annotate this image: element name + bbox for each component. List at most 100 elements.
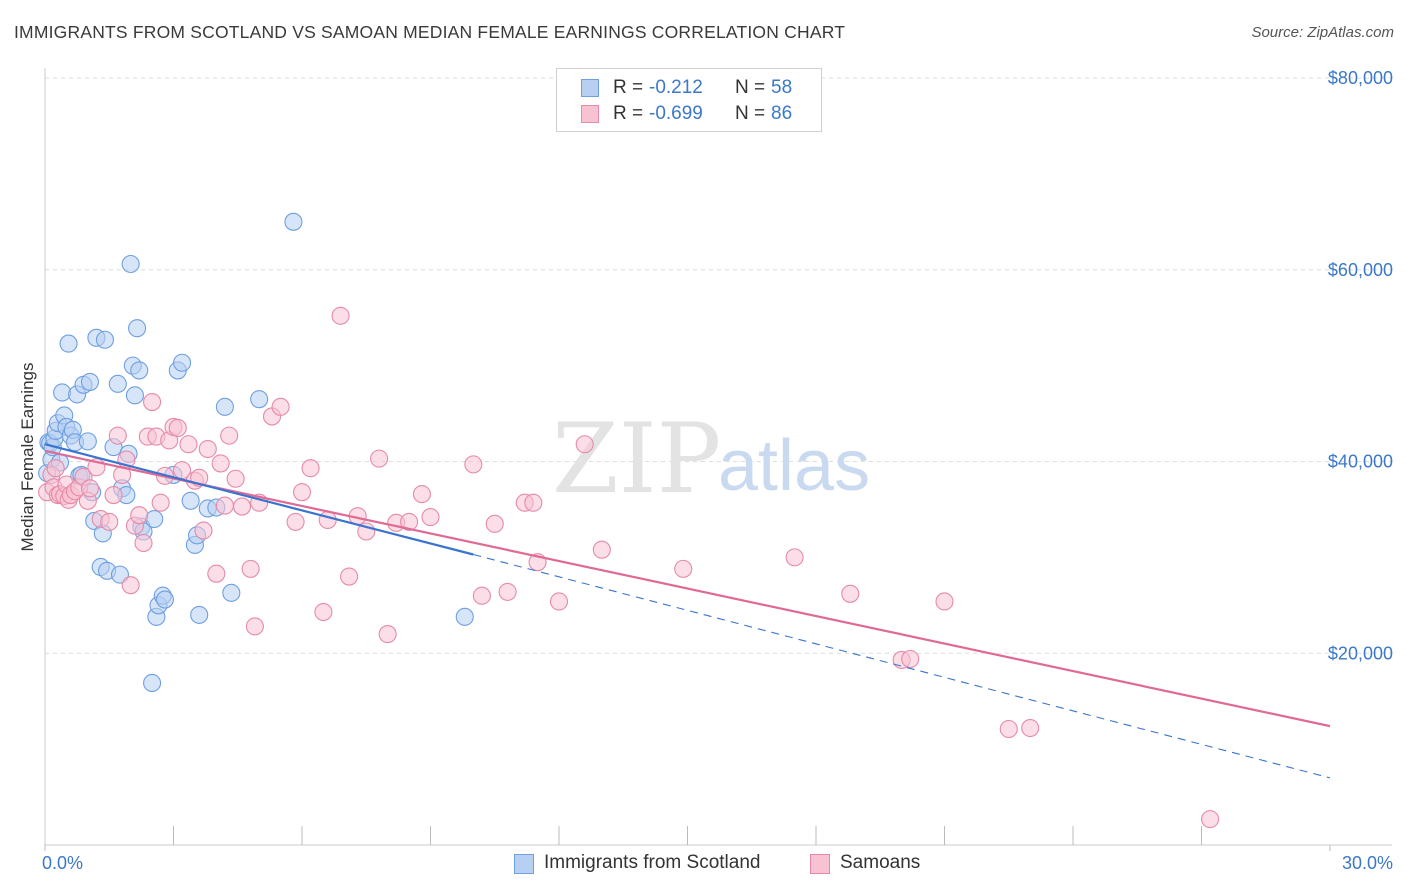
scotland-point: [80, 372, 100, 391]
legend-swatch-samoan: [581, 105, 599, 123]
samoan-trend-line: [44, 449, 1331, 728]
samoan-point: [370, 449, 389, 468]
samoan-point: [130, 506, 149, 525]
scotland-point: [284, 212, 303, 231]
scotland-trend-extension: [473, 553, 1331, 779]
samoan-point: [575, 435, 594, 454]
samoan-point: [226, 469, 245, 488]
y-tick-label: $60,000: [1328, 260, 1393, 280]
scotland-point: [125, 386, 144, 405]
scotland-point: [128, 319, 147, 338]
samoan-point: [318, 510, 337, 530]
y-tick-label: $80,000: [1328, 68, 1393, 88]
legend-n-label: N =: [735, 77, 766, 98]
chart-title: IMMIGRANTS FROM SCOTLAND VS SAMOAN MEDIA…: [14, 22, 846, 42]
samoan-point: [168, 418, 187, 437]
y-tick-label: $20,000: [1328, 643, 1393, 663]
samoan-point: [498, 582, 517, 601]
scotland-point: [250, 390, 269, 409]
samoan-point: [121, 576, 140, 595]
bottom-legend-swatch-samoan: [810, 854, 830, 874]
samoan-point: [1201, 810, 1220, 829]
scotland-point: [53, 383, 72, 402]
samoan-point: [592, 540, 611, 559]
scotland-point: [108, 374, 127, 393]
samoan-point: [674, 559, 693, 578]
samoan-point: [211, 454, 230, 473]
scotland-point: [59, 334, 78, 353]
x-tick-label: 0.0%: [42, 853, 83, 873]
y-tick-label: $40,000: [1328, 452, 1393, 472]
legend-r-value: -0.699: [649, 103, 703, 124]
scotland-point: [95, 330, 115, 349]
scotland-point: [155, 590, 174, 609]
watermark-zip: ZIP: [552, 403, 721, 515]
samoan-point: [378, 625, 397, 644]
samoan-point: [108, 426, 127, 445]
scotland-point: [121, 254, 140, 274]
samoan-point: [400, 512, 419, 531]
samoan-point: [143, 393, 162, 412]
samoan-point: [46, 459, 65, 478]
samoan-point: [179, 435, 198, 454]
samoan-point: [194, 521, 213, 540]
samoan-point: [245, 617, 264, 636]
samoan-point: [785, 548, 804, 567]
samoan-point: [241, 559, 260, 578]
legend-r-label: R =: [613, 77, 644, 98]
samoan-point: [331, 306, 350, 325]
samoan-point: [292, 483, 312, 502]
source-label: Source: ZipAtlas.com: [1251, 24, 1394, 41]
samoan-point: [464, 455, 483, 474]
samoan-point: [134, 533, 153, 553]
samoan-point: [198, 439, 217, 459]
bottom-legend-label-samoan: Samoans: [840, 852, 921, 873]
samoan-point: [271, 397, 290, 416]
samoan-point: [1021, 718, 1040, 738]
x-tick-label: 30.0%: [1342, 853, 1393, 873]
samoan-point: [80, 479, 100, 498]
data-points: [38, 212, 1220, 829]
scotland-point: [215, 397, 234, 416]
legend-n-value: 86: [771, 103, 793, 124]
samoan-point: [421, 508, 440, 527]
samoan-point: [485, 514, 504, 533]
samoan-point: [999, 719, 1018, 739]
scotland-point: [78, 432, 97, 451]
samoan-point: [232, 497, 252, 516]
samoan-point: [412, 485, 431, 504]
samoan-point: [340, 567, 359, 586]
bottom-legend-label-scotland: Immigrants from Scotland: [544, 852, 761, 873]
legend-n-value: 58: [771, 77, 793, 98]
samoan-point: [207, 564, 226, 583]
samoan-point: [524, 493, 543, 512]
legend-swatch-scotland: [581, 79, 599, 97]
legend-r-value: -0.212: [649, 77, 703, 98]
samoan-point: [314, 602, 333, 622]
scotland-point: [173, 353, 192, 372]
scotland-point: [143, 673, 162, 693]
samoan-point: [215, 496, 234, 515]
scotland-point: [145, 509, 164, 529]
tick-labels: $20,000 $40,000 $60,000 $80,000 0.0% 30.0%: [42, 68, 1393, 873]
bottom-legend-swatch-scotland: [514, 854, 534, 874]
scotland-point: [455, 607, 474, 626]
samoan-point: [100, 512, 119, 531]
samoan-point: [286, 512, 305, 531]
samoan-point: [151, 493, 170, 512]
watermark: ZIP atlas: [552, 403, 870, 515]
scotland-point: [222, 583, 241, 602]
samoan-point: [301, 459, 320, 478]
samoan-point: [935, 592, 954, 611]
scotland-point: [181, 491, 200, 510]
samoan-point: [472, 586, 491, 605]
scotland-point: [190, 605, 209, 624]
samoan-point: [104, 486, 123, 505]
trend-lines: [44, 443, 1331, 779]
scotland-trend-line: [44, 443, 474, 556]
legend-r-label: R =: [613, 103, 644, 124]
samoan-point: [549, 592, 569, 611]
legend-n-label: N =: [735, 103, 766, 124]
scotland-point: [130, 361, 149, 380]
